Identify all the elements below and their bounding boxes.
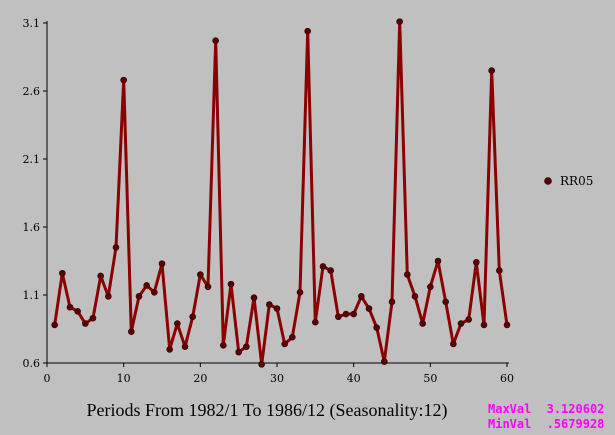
x-tick-label: 0 bbox=[44, 372, 51, 385]
data-point bbox=[82, 320, 89, 327]
data-point bbox=[296, 288, 304, 296]
data-point bbox=[465, 316, 472, 323]
data-point bbox=[158, 260, 166, 268]
data-point bbox=[289, 333, 296, 341]
data-point bbox=[381, 358, 388, 365]
data-point bbox=[281, 340, 288, 348]
data-point bbox=[66, 303, 74, 311]
data-point bbox=[258, 361, 265, 368]
data-point bbox=[457, 320, 465, 327]
data-point bbox=[312, 318, 319, 326]
data-point bbox=[488, 67, 495, 74]
data-point bbox=[404, 271, 411, 278]
data-point bbox=[503, 321, 511, 329]
data-point bbox=[250, 294, 258, 302]
data-point bbox=[174, 320, 181, 327]
x-tick-label: 50 bbox=[423, 372, 437, 385]
data-point bbox=[365, 305, 373, 312]
data-point bbox=[358, 293, 365, 300]
data-point bbox=[166, 346, 173, 353]
data-point bbox=[120, 76, 127, 84]
y-tick-label: 2.1 bbox=[23, 153, 41, 166]
data-point bbox=[442, 298, 449, 306]
y-tick-label: 3.1 bbox=[23, 17, 41, 30]
y-axis-ticks: 0.6 1.1 1.6 2.1 2.6 3.1 bbox=[23, 17, 47, 370]
y-tick-label: 2.6 bbox=[23, 85, 41, 98]
data-point bbox=[89, 314, 97, 322]
data-point bbox=[427, 283, 434, 291]
data-point bbox=[373, 324, 380, 331]
data-point bbox=[220, 342, 227, 349]
data-point bbox=[135, 293, 143, 300]
data-point bbox=[212, 37, 219, 44]
data-point bbox=[434, 257, 442, 265]
data-point bbox=[273, 305, 281, 312]
series-layer bbox=[51, 18, 511, 368]
data-point bbox=[304, 27, 311, 35]
max-val-label: MaxVal bbox=[488, 402, 531, 416]
min-val-value: .5679928 bbox=[547, 417, 605, 431]
data-point bbox=[204, 283, 212, 291]
data-point bbox=[151, 288, 158, 296]
stats-box: MaxVal 3.120602 MinVal .5679928 bbox=[488, 402, 604, 431]
max-val-value: 3.120602 bbox=[547, 402, 605, 416]
data-point bbox=[266, 301, 273, 308]
data-point bbox=[59, 269, 66, 277]
series-line bbox=[53, 20, 509, 366]
data-point bbox=[388, 298, 396, 306]
svg-text:MinVal .5679928: MinVal .5679928 bbox=[488, 417, 604, 431]
data-point bbox=[396, 18, 403, 25]
data-point bbox=[105, 293, 112, 300]
data-point bbox=[128, 328, 135, 336]
data-point bbox=[419, 320, 426, 327]
data-point bbox=[319, 263, 327, 270]
data-point bbox=[74, 308, 81, 315]
min-val-label: MinVal bbox=[488, 417, 531, 431]
data-point bbox=[411, 293, 419, 300]
data-point bbox=[235, 348, 242, 356]
x-tick-label: 30 bbox=[270, 372, 284, 385]
data-point bbox=[227, 280, 235, 288]
y-tick-label: 1.6 bbox=[23, 221, 41, 234]
x-tick-label: 60 bbox=[500, 372, 514, 385]
data-point bbox=[51, 321, 58, 329]
data-point bbox=[342, 310, 350, 318]
data-point bbox=[143, 282, 150, 289]
legend-label: RR05 bbox=[560, 174, 593, 188]
y-tick-label: 0.6 bbox=[23, 357, 41, 370]
x-axis-ticks: 0 10 20 30 40 50 60 bbox=[44, 363, 514, 385]
x-axis-label: Periods From 1982/1 To 1986/12 (Seasonal… bbox=[87, 400, 448, 421]
x-tick-label: 40 bbox=[347, 372, 361, 385]
svg-text:MaxVal 3.120602: MaxVal 3.120602 bbox=[488, 402, 604, 416]
x-tick-label: 10 bbox=[117, 372, 131, 385]
data-point bbox=[480, 321, 488, 329]
data-point bbox=[335, 313, 342, 321]
data-point bbox=[473, 259, 480, 266]
data-point bbox=[112, 244, 120, 251]
data-point bbox=[350, 310, 357, 318]
data-point bbox=[243, 343, 250, 350]
y-tick-label: 1.1 bbox=[23, 289, 41, 302]
legend: RR05 bbox=[544, 174, 593, 188]
data-point bbox=[97, 272, 104, 280]
legend-marker bbox=[544, 177, 552, 185]
data-point bbox=[496, 267, 503, 274]
data-point bbox=[181, 343, 189, 350]
data-point bbox=[189, 313, 196, 321]
data-point bbox=[327, 267, 334, 274]
data-point bbox=[450, 340, 457, 348]
x-tick-label: 20 bbox=[193, 372, 207, 385]
data-point bbox=[197, 271, 204, 278]
